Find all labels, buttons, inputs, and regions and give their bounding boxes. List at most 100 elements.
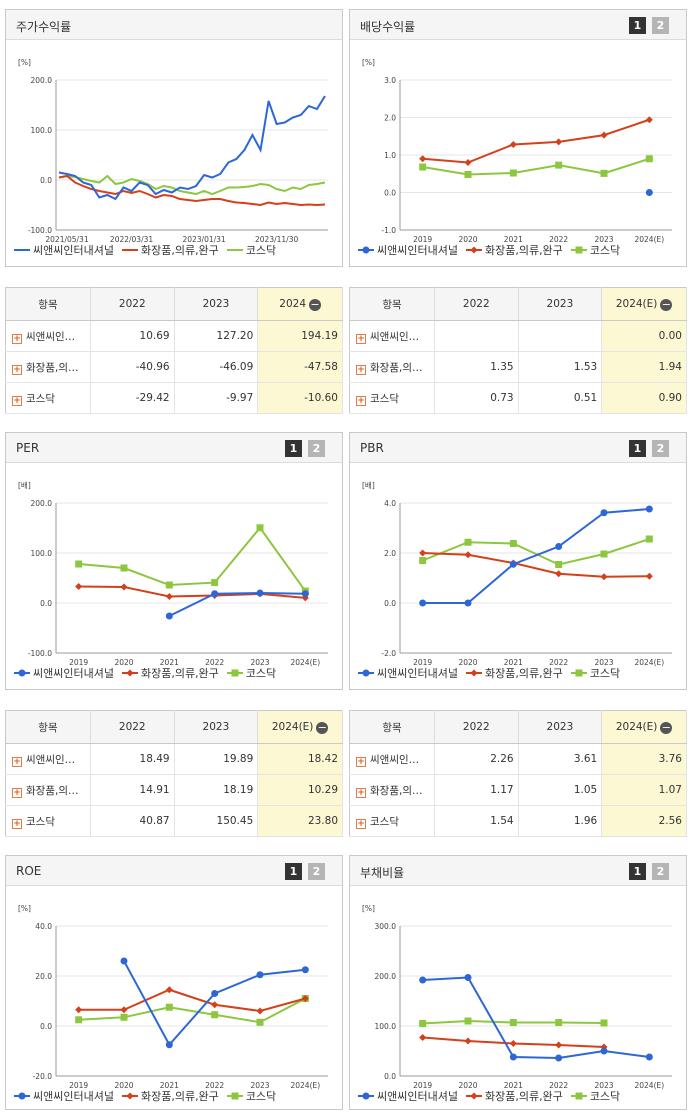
data-point [256, 1018, 264, 1026]
page-2-button[interactable]: 2 [308, 863, 325, 880]
page-1-button[interactable]: 1 [629, 863, 646, 880]
page-1-button[interactable]: 1 [285, 863, 302, 880]
table-cell: 10.69 [90, 320, 175, 352]
data-point [419, 599, 427, 607]
legend-item-3[interactable]: 코스닥 [570, 665, 620, 681]
x-tick-label: 2019 [413, 235, 432, 244]
y-unit-label: [%] [362, 58, 375, 67]
series-line [168, 592, 306, 617]
panel-title: PER [16, 441, 40, 455]
legend-item-1[interactable]: 씨앤씨인터내셔널 [14, 242, 114, 258]
data-point [645, 535, 653, 543]
page-1-button[interactable]: 1 [285, 440, 302, 457]
column-header: 2022 [118, 298, 146, 310]
expand-icon[interactable]: + [356, 395, 366, 406]
data-point [211, 1011, 219, 1019]
legend-item-3[interactable]: 코스닥 [226, 1088, 277, 1104]
legend-item-3[interactable]: 코스닥 [226, 242, 276, 258]
data-point [211, 1001, 219, 1009]
legend-marker [362, 1092, 370, 1100]
series-1 [165, 589, 309, 620]
legend-marker [470, 669, 478, 677]
expand-icon[interactable]: + [356, 756, 366, 767]
panel-title: PBR [360, 441, 384, 455]
table-row: + 화장품,의… 1.35 1.53 1.94 [349, 351, 687, 383]
expand-icon[interactable]: + [356, 364, 366, 375]
legend-item-2[interactable]: 화장품,의류,완구 [465, 1088, 563, 1104]
data-point [256, 971, 264, 979]
series-3 [419, 155, 653, 178]
expand-icon[interactable]: + [356, 333, 366, 344]
expand-icon[interactable]: + [356, 787, 366, 798]
y-tick-label: 300.0 [375, 922, 397, 931]
row-label: 코스닥 [370, 392, 399, 405]
collapse-icon[interactable]: − [309, 297, 322, 311]
legend-marker [126, 669, 134, 677]
expand-icon[interactable]: + [12, 787, 22, 798]
legend-label: 화장품,의류,완구 [140, 1090, 219, 1103]
page-2-button[interactable]: 2 [652, 17, 669, 34]
y-tick-label: 0.0 [40, 176, 52, 185]
legend-item-3[interactable]: 코스닥 [570, 242, 620, 258]
legend-item-2[interactable]: 화장품,의류,완구 [465, 242, 563, 258]
legend-item-2[interactable]: 화장품,의류,완구 [121, 242, 219, 258]
legend-marker-icon [465, 669, 482, 677]
table-cell: 40.87 [90, 805, 175, 837]
table-cell: 2.26 [434, 743, 519, 775]
legend-item-1[interactable]: 씨앤씨인터내셔널 [14, 1088, 114, 1104]
legend-item-3[interactable]: 코스닥 [570, 1088, 620, 1104]
series-line [78, 526, 307, 592]
legend-item-2[interactable]: 화장품,의류,완구 [121, 1088, 219, 1104]
expand-icon[interactable]: + [12, 333, 22, 344]
table-cell: 0.00 [601, 320, 687, 352]
legend-item-1[interactable]: 씨앤씨인터내셔널 [358, 242, 458, 258]
y-tick-label: 200.0 [375, 972, 397, 981]
top-bar [0, 0, 691, 6]
dividend-yield-table: 항목 2022 2023 2024(E) − + 씨앤씨인… 0.00 + 화장품,의… 1.35 1… [349, 287, 687, 414]
page-2-button[interactable]: 2 [652, 863, 669, 880]
data-point [211, 579, 219, 587]
expand-icon[interactable]: + [12, 395, 22, 406]
legend-marker-icon [14, 249, 30, 251]
legend-item-1[interactable]: 씨앤씨인터내셔널 [14, 665, 114, 681]
page-2-button[interactable]: 2 [308, 440, 325, 457]
legend-item-1[interactable]: 씨앤씨인터내셔널 [358, 1088, 458, 1104]
y-tick-label: 3.0 [384, 76, 396, 85]
page-1-button[interactable]: 1 [629, 17, 646, 34]
collapse-icon[interactable]: − [660, 720, 673, 734]
table-cell: 19.89 [174, 743, 259, 775]
legend-item-2[interactable]: 화장품,의류,완구 [121, 665, 219, 681]
table-row: + 씨앤씨인… 0.00 [349, 320, 687, 352]
legend-item-1[interactable]: 씨앤씨인터내셔널 [358, 665, 458, 681]
y-tick-label: 1.0 [384, 151, 396, 160]
table-row: + 코스닥 40.87 150.45 23.80 [5, 805, 343, 837]
x-tick-label: 2020 [458, 1081, 477, 1090]
legend-item-2[interactable]: 화장품,의류,완구 [465, 665, 563, 681]
collapse-icon[interactable]: − [316, 720, 329, 734]
data-point [555, 161, 563, 169]
x-tick-label: 2024(E) [634, 235, 664, 244]
data-point [464, 538, 472, 546]
expand-icon[interactable]: + [356, 818, 366, 829]
page-1-button[interactable]: 1 [629, 440, 646, 457]
expand-icon[interactable]: + [12, 756, 22, 767]
legend-marker-icon [465, 246, 482, 254]
legend-label: 코스닥 [245, 1090, 277, 1103]
table-cell: 2.56 [601, 805, 687, 837]
y-tick-label: 0.0 [384, 189, 396, 198]
expand-icon[interactable]: + [12, 364, 22, 375]
table-cell [518, 320, 603, 352]
chart-legend: 씨앤씨인터내셔널 화장품,의류,완구 코스닥 [14, 1088, 338, 1104]
table-cell: -29.42 [90, 382, 175, 414]
y-tick-label: -20.0 [33, 1072, 53, 1081]
expand-icon[interactable]: + [12, 818, 22, 829]
x-tick-label: 2019 [69, 658, 88, 667]
y-unit-label: [%] [18, 904, 31, 913]
panel-title: 주가수익률 [16, 20, 72, 34]
legend-item-3[interactable]: 코스닥 [226, 665, 276, 681]
debt-ratio-panel: 부채비율 1 2 [%] 300.0 200.0 100.0 0.0 2019 2020 20… [349, 855, 687, 1110]
collapse-icon[interactable]: − [660, 297, 673, 311]
x-tick-label: 2022 [549, 235, 568, 244]
page-2-button[interactable]: 2 [652, 440, 669, 457]
column-header: 2022 [462, 298, 490, 310]
